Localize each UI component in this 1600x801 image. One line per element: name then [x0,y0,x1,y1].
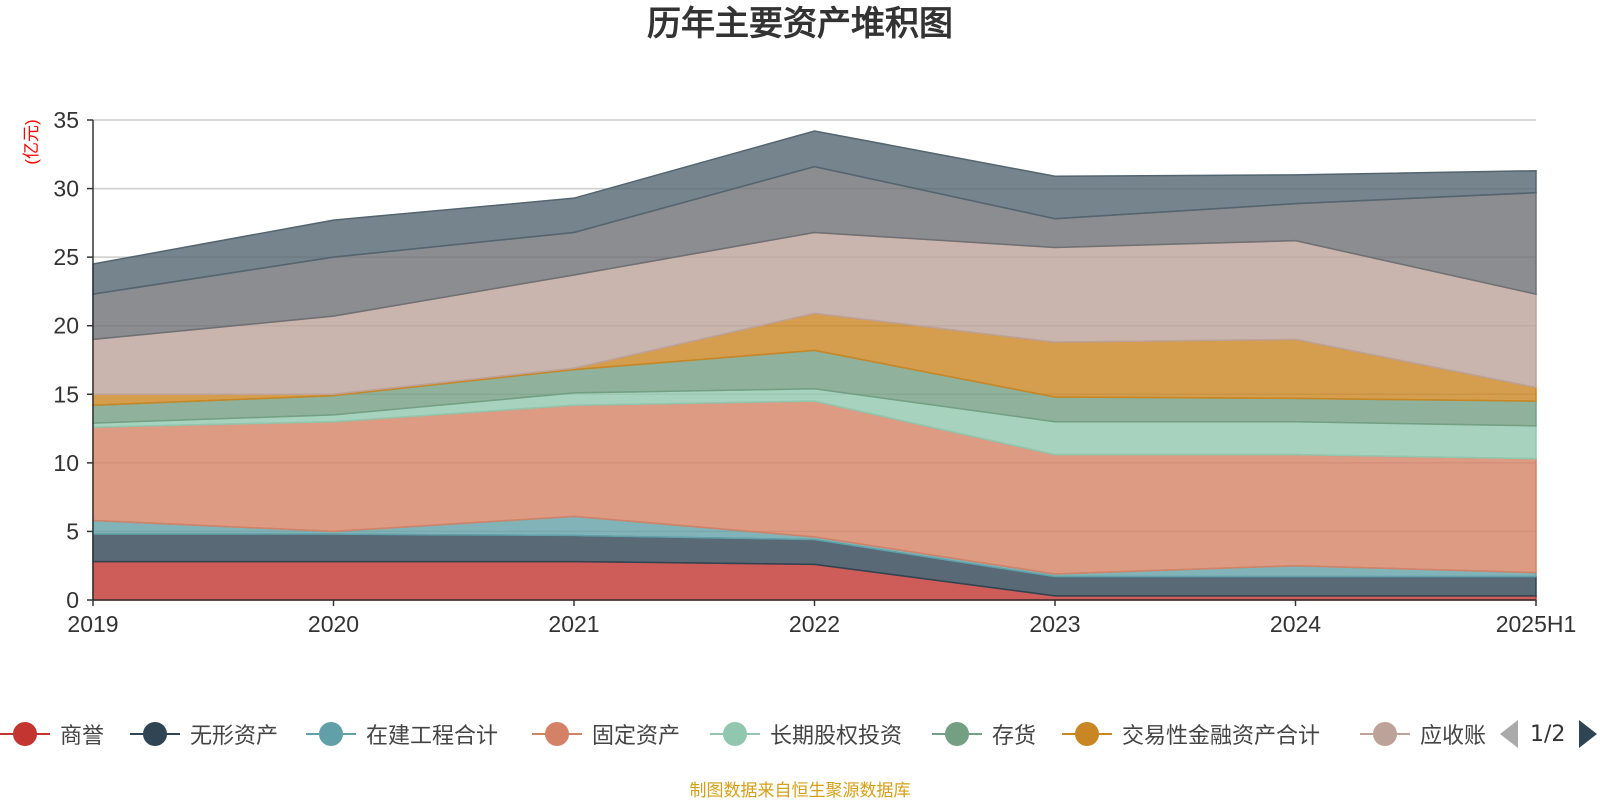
y-tick-label: 0 [66,587,79,613]
x-tick-label: 2023 [1029,611,1080,637]
legend-label: 固定资产 [592,724,681,749]
legend-item[interactable]: 长期股权投资 [710,712,902,756]
x-tick-label: 2025H1 [1496,611,1577,637]
legend-item[interactable]: 固定资产 [532,712,680,756]
y-tick-label: 25 [53,244,79,270]
legend-label: 无形资产 [190,724,279,749]
y-tick-label: 5 [66,518,79,544]
legend-swatch-icon [932,721,982,747]
y-axis-unit-label: (亿元) [22,119,41,164]
legend-prev-page-icon[interactable] [1500,720,1518,748]
legend-item[interactable]: 交易性金融资产合计 [1062,712,1320,756]
y-tick-label: 35 [53,107,79,133]
legend-item[interactable]: 商誉 [0,712,104,756]
legend-page-indicator: 1/2 [1530,721,1566,747]
area-series-group [92,130,1537,601]
y-tick-label: 30 [53,176,79,202]
legend-swatch-icon [0,721,50,747]
legend-item[interactable]: 无形资产 [130,712,278,756]
x-tick-label: 2021 [548,611,599,637]
legend-label: 交易性金融资产合计 [1122,724,1321,749]
legend-item[interactable]: 在建工程合计 [306,712,498,756]
x-tick-label: 2020 [308,611,359,637]
x-tick-label: 2024 [1270,611,1321,637]
legend-item[interactable]: 应收账 [1360,712,1486,756]
stacked-area-chart: 0 5 10 15 20 25 30 35 2019 2020 2021 2022 2023 2024 20… [22,107,1576,637]
legend-label: 商誉 [60,724,105,749]
legend-swatch-icon [130,721,180,747]
legend-swatch-icon [532,721,582,747]
legend-swatch-icon [1062,721,1112,747]
data-source-note: 制图数据来自恒生聚源数据库 [689,781,911,801]
legend-next-page-icon[interactable] [1579,720,1598,748]
legend-label: 存货 [992,724,1037,749]
legend-pager: 1/2 [1500,712,1598,756]
legend-label: 应收账 [1420,724,1487,749]
y-tick-label: 15 [53,381,79,407]
legend-items: 商誉 无形资产 在建工程合计 固定资产 长期股权投资 存货 交易性金融资产合计 应收账 [0,712,1500,756]
chart-title: 历年主要资产堆积图 [647,4,953,44]
area-series-10 [92,130,1537,296]
legend-label: 长期股权投资 [770,724,903,749]
legend-swatch-icon [306,721,356,747]
y-tick-label: 20 [53,313,79,339]
legend-item[interactable]: 存货 [932,712,1036,756]
legend-swatch-icon [1360,721,1410,747]
y-tick-label: 10 [53,450,79,476]
x-tick-label: 2022 [789,611,840,637]
legend: 商誉 无形资产 在建工程合计 固定资产 长期股权投资 存货 交易性金融资产合计 应收账 1/2 [0,712,1600,756]
axes: 0 5 10 15 20 25 30 35 2019 2020 2021 2022 2023 2024 20… [53,107,1576,637]
legend-swatch-icon [710,721,760,747]
legend-label: 在建工程合计 [366,724,499,749]
x-tick-label: 2019 [67,611,118,637]
